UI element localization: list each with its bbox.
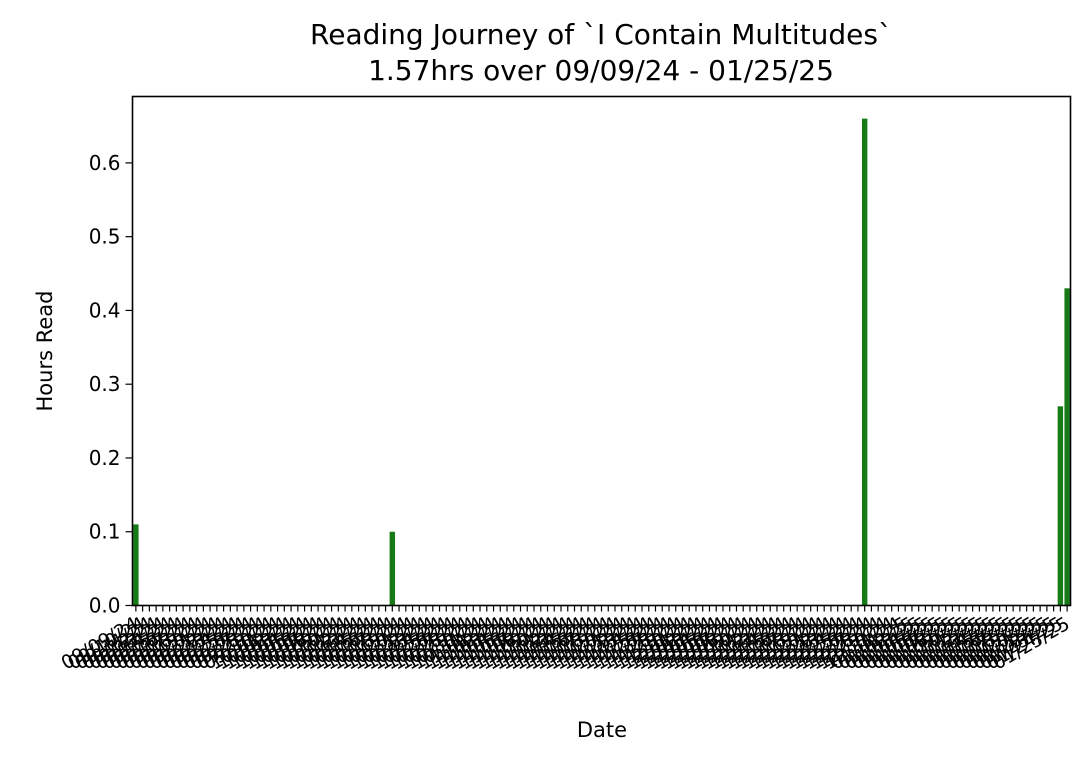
y-tick-label: 0.6 — [89, 151, 121, 175]
y-tick-label: 0.3 — [89, 372, 121, 396]
bar — [861, 118, 868, 606]
y-tick-label: 0.1 — [89, 520, 121, 544]
bars-group — [133, 118, 1070, 606]
bar — [1057, 406, 1064, 606]
plot-frame — [131, 95, 1072, 607]
x-axis-ticks: 09/09/2409/10/2409/11/2409/12/2409/13/24… — [57, 605, 1074, 675]
y-tick-label: 0.5 — [89, 225, 121, 249]
y-tick-label: 0.0 — [89, 594, 121, 618]
bar — [389, 531, 396, 606]
bar — [133, 524, 139, 606]
y-axis-label: Hours Read — [33, 291, 57, 412]
bar — [1064, 288, 1070, 606]
y-axis-ticks: 0.0 0.1 0.2 0.3 0.4 0.5 0.6 — [89, 151, 133, 618]
x-axis-label: Date — [577, 718, 627, 742]
y-tick-label: 0.2 — [89, 446, 121, 470]
chart-title: Reading Journey of `I Contain Multitudes… — [310, 18, 892, 51]
y-tick-label: 0.4 — [89, 298, 121, 322]
chart-subtitle: 1.57hrs over 09/09/24 - 01/25/25 — [368, 54, 834, 87]
